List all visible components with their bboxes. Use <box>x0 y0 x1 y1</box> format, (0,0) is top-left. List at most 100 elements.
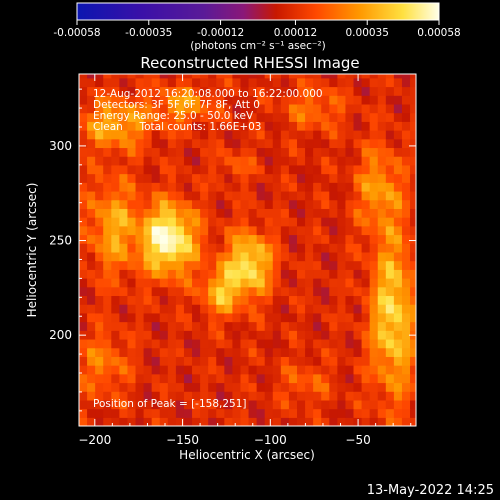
heatmap-cell <box>87 399 96 410</box>
heatmap-cell <box>361 147 371 157</box>
heatmap-cell <box>200 121 209 131</box>
heatmap-cell <box>119 156 129 166</box>
heatmap-cell <box>95 338 104 349</box>
heatmap-cell <box>248 382 258 392</box>
heatmap-cell <box>200 304 209 314</box>
heatmap-cell <box>385 347 395 357</box>
heatmap-cell <box>288 260 298 270</box>
heatmap-cell <box>103 382 112 392</box>
heatmap-cell <box>167 121 177 131</box>
heatmap-cell <box>175 417 185 426</box>
heatmap-cell <box>151 373 161 384</box>
heatmap-cell <box>410 312 416 323</box>
heatmap-cell <box>135 225 145 236</box>
heatmap-cell <box>95 243 104 253</box>
heatmap-cell <box>329 278 338 288</box>
heatmap-cell <box>208 330 217 340</box>
heatmap-cell <box>256 199 266 209</box>
heatmap-cell <box>377 243 387 253</box>
heatmap-cell <box>361 417 371 426</box>
heatmap-cell <box>151 225 161 236</box>
heatmap-cell <box>248 356 258 366</box>
heatmap-cell <box>167 130 177 140</box>
heatmap-cell <box>305 391 314 401</box>
heatmap-cell <box>208 86 217 96</box>
heatmap-cell <box>305 243 314 253</box>
heatmap-cell <box>183 408 193 418</box>
heatmap-cell <box>385 95 395 105</box>
heatmap-cell <box>385 77 395 88</box>
heatmap-cell <box>200 243 209 253</box>
heatmap-cell <box>345 399 355 410</box>
heatmap-cell <box>361 77 371 88</box>
y-axis-label: Heliocentric Y (arcsec) <box>25 183 39 318</box>
heatmap-cell <box>87 269 96 279</box>
heatmap-cell <box>288 399 298 410</box>
heatmap-cell <box>87 365 96 375</box>
heatmap-cell <box>313 278 322 288</box>
heatmap-cell <box>329 304 338 314</box>
heatmap-cell <box>393 295 403 305</box>
heatmap-cell <box>272 182 282 192</box>
heatmap-cell <box>321 260 330 270</box>
heatmap-cell <box>87 278 96 288</box>
heatmap-cell <box>159 199 169 209</box>
heatmap-cell <box>103 95 112 105</box>
heatmap-cell <box>401 365 411 375</box>
heatmap-cell <box>95 130 104 140</box>
heatmap-cell <box>216 260 225 270</box>
heatmap-cell <box>183 304 193 314</box>
heatmap-cell <box>288 217 298 227</box>
heatmap-cell <box>143 199 153 209</box>
heatmap-cell <box>297 77 306 88</box>
heatmap-cell <box>353 330 363 340</box>
heatmap-cell <box>256 190 266 201</box>
heatmap-cell <box>297 391 306 401</box>
heatmap-cell <box>280 217 290 227</box>
heatmap-cell <box>79 74 88 79</box>
heatmap-cell <box>288 321 298 331</box>
heatmap-cell <box>208 77 217 88</box>
heatmap-cell <box>240 278 250 288</box>
heatmap-cell <box>240 86 250 96</box>
heatmap-cell <box>410 138 416 149</box>
heatmap-cell <box>119 164 129 175</box>
heatmap-cell <box>369 130 379 140</box>
heatmap-cell <box>192 312 201 323</box>
heatmap-cell <box>353 312 363 323</box>
heatmap-cell <box>361 103 371 114</box>
heatmap-cell <box>345 269 355 279</box>
heatmap-cell <box>272 138 282 149</box>
heatmap-cell <box>111 112 120 122</box>
heatmap-cell <box>151 365 161 375</box>
heatmap-cell <box>224 190 233 201</box>
heatmap-cell <box>79 121 88 131</box>
heatmap-cell <box>200 182 209 192</box>
heatmap-cell <box>87 373 96 384</box>
heatmap-cell <box>280 225 290 236</box>
heatmap-cell <box>87 286 96 297</box>
heatmap-cell <box>369 77 379 88</box>
heatmap-cell <box>410 391 416 401</box>
heatmap-cell <box>151 356 161 366</box>
heatmap-cell <box>232 295 242 305</box>
heatmap-cell <box>297 95 306 105</box>
heatmap-cell <box>216 77 225 88</box>
heatmap-cell <box>264 173 274 183</box>
heatmap-cell <box>353 95 363 105</box>
heatmap-cell <box>248 347 258 357</box>
heatmap-cell <box>297 251 306 262</box>
heatmap-cell <box>272 77 282 88</box>
heatmap-cell <box>111 103 120 114</box>
heatmap-cell <box>175 86 185 96</box>
heatmap-cell <box>232 103 242 114</box>
heatmap-cell <box>192 164 201 175</box>
heatmap-cell <box>248 182 258 192</box>
heatmap-cell <box>103 408 112 418</box>
heatmap-cell <box>208 112 217 122</box>
heatmap-cell <box>401 312 411 323</box>
heatmap-cell <box>329 130 338 140</box>
heatmap-cell <box>361 234 371 244</box>
heatmap-cell <box>385 86 395 96</box>
heatmap-cell <box>159 269 169 279</box>
